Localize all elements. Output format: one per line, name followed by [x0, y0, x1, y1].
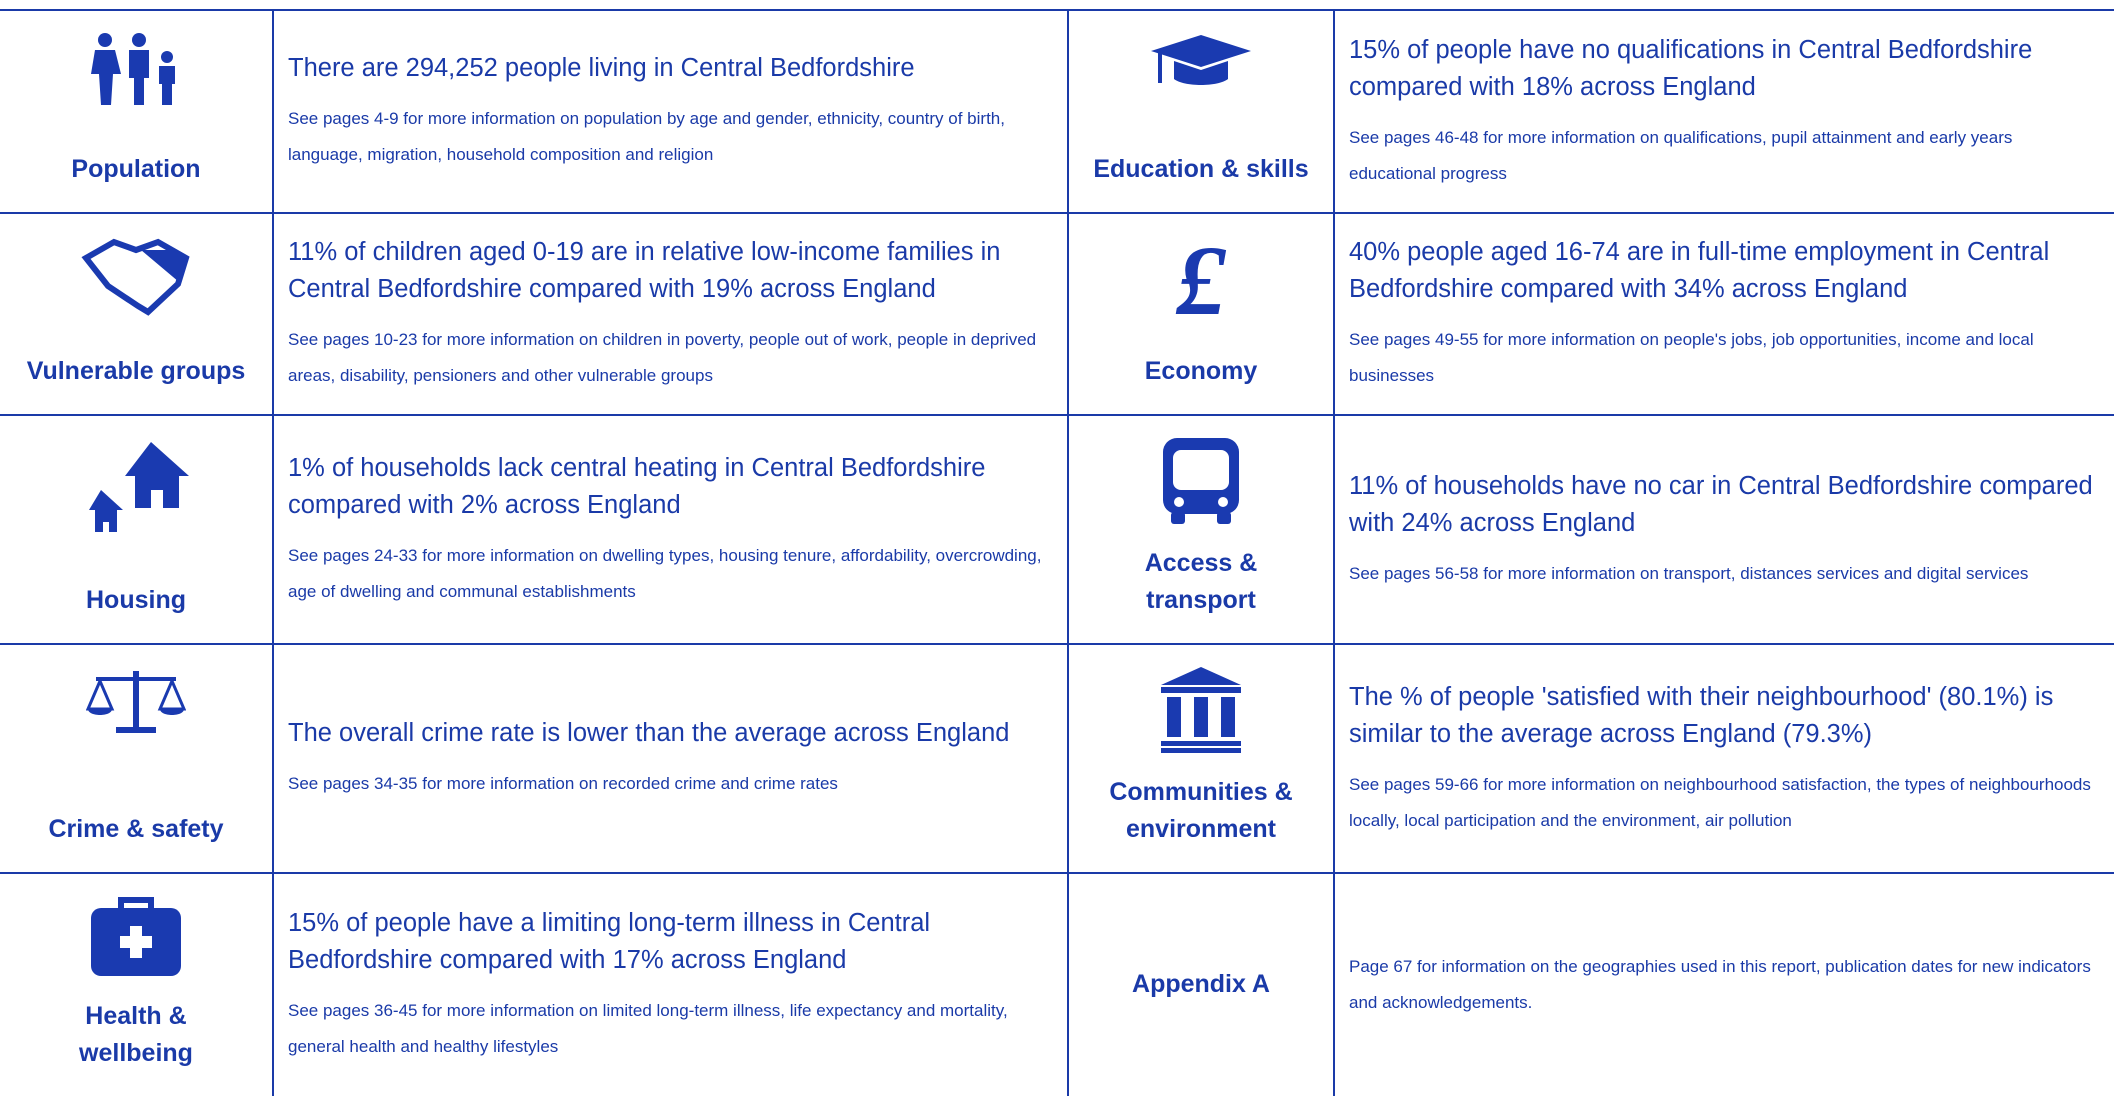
headline: 40% people aged 16-74 are in full-time e… — [1349, 238, 2050, 303]
summary-table: Population There are 294,252 people livi… — [0, 9, 2114, 1096]
text-cell: The overall crime rate is lower than the… — [274, 645, 1069, 874]
education-icon — [1151, 35, 1251, 85]
detail: See pages 36-45 for more information on … — [288, 1001, 1008, 1056]
medkit-icon — [91, 897, 181, 976]
text-cell: 40% people aged 16-74 are in full-time e… — [1335, 214, 2114, 416]
detail: See pages 56-58 for more information on … — [1349, 563, 2029, 583]
detail: See pages 4-9 for more information on po… — [288, 109, 1005, 164]
detail: See pages 59-66 for more information on … — [1349, 774, 2091, 830]
icon-cell: Appendix A — [1069, 874, 1335, 1096]
bus-icon — [1163, 438, 1239, 524]
topic-label: Economy — [1144, 357, 1258, 385]
text-cell: 11% of children aged 0-19 are in relativ… — [274, 214, 1069, 416]
detail: See pages 10-23 for more information on … — [288, 330, 1037, 385]
topic-label: Population — [71, 155, 201, 183]
svg-text:£: £ — [1175, 236, 1227, 322]
topic-label: Communities & environment — [1109, 778, 1293, 843]
text-cell: 15% of people have a limiting long-term … — [274, 874, 1069, 1096]
detail: See pages 34-35 for more information on … — [288, 774, 838, 793]
detail: See pages 49-55 for more information on … — [1349, 330, 2034, 385]
headline: 1% of households lack central heating in… — [288, 453, 986, 519]
text-cell: The % of people 'satisfied with their ne… — [1335, 645, 2114, 874]
icon-cell: Housing — [0, 416, 274, 645]
scales-icon — [86, 671, 186, 733]
topic-label: Crime & safety — [48, 815, 224, 843]
headline: 11% of children aged 0-19 are in relativ… — [288, 238, 1001, 303]
housing-icon — [89, 442, 189, 532]
icon-cell: Communities & environment — [1069, 645, 1335, 874]
icon-cell: Education & skills — [1069, 11, 1335, 214]
headline: 11% of households have no car in Central… — [1349, 471, 2093, 537]
icon-cell: Population — [0, 11, 274, 214]
detail: See pages 24-33 for more information on … — [288, 545, 1042, 601]
text-cell: 11% of households have no car in Central… — [1335, 416, 2114, 645]
text-cell: Page 67 for information on the geographi… — [1335, 874, 2114, 1096]
topic-label: Vulnerable groups — [26, 357, 246, 385]
icon-cell: Access & transport — [1069, 416, 1335, 645]
headline: 15% of people have a limiting long-term … — [288, 909, 931, 974]
headline: The % of people 'satisfied with their ne… — [1349, 682, 2054, 748]
text-cell: 15% of people have no qualifications in … — [1335, 11, 2114, 214]
text-cell: 1% of households lack central heating in… — [274, 416, 1069, 645]
icon-cell: Health & wellbeing — [0, 874, 274, 1096]
topic-label: Housing — [86, 586, 186, 614]
pound-icon: £ — [1175, 236, 1227, 322]
topic-label: Education & skills — [1093, 155, 1309, 183]
icon-cell: £ Economy — [1069, 214, 1335, 416]
icon-cell: Crime & safety — [0, 645, 274, 874]
building-icon — [1161, 667, 1241, 753]
headline: 15% of people have no qualifications in … — [1349, 35, 2033, 101]
topic-label: Appendix A — [1132, 969, 1270, 998]
icon-cell: Vulnerable groups — [0, 214, 274, 416]
text-cell: There are 294,252 people living in Centr… — [274, 11, 1069, 214]
population-icon — [91, 33, 175, 105]
headline: The overall crime rate is lower than the… — [288, 719, 1010, 747]
headline: There are 294,252 people living in Centr… — [288, 54, 915, 82]
topic-label: Health & wellbeing — [79, 1002, 193, 1067]
topic-label: Access & transport — [1144, 549, 1258, 614]
handshake-icon — [81, 238, 190, 316]
detail: Page 67 for information on the geographi… — [1349, 957, 2091, 1012]
detail: See pages 46-48 for more information on … — [1349, 127, 2013, 183]
